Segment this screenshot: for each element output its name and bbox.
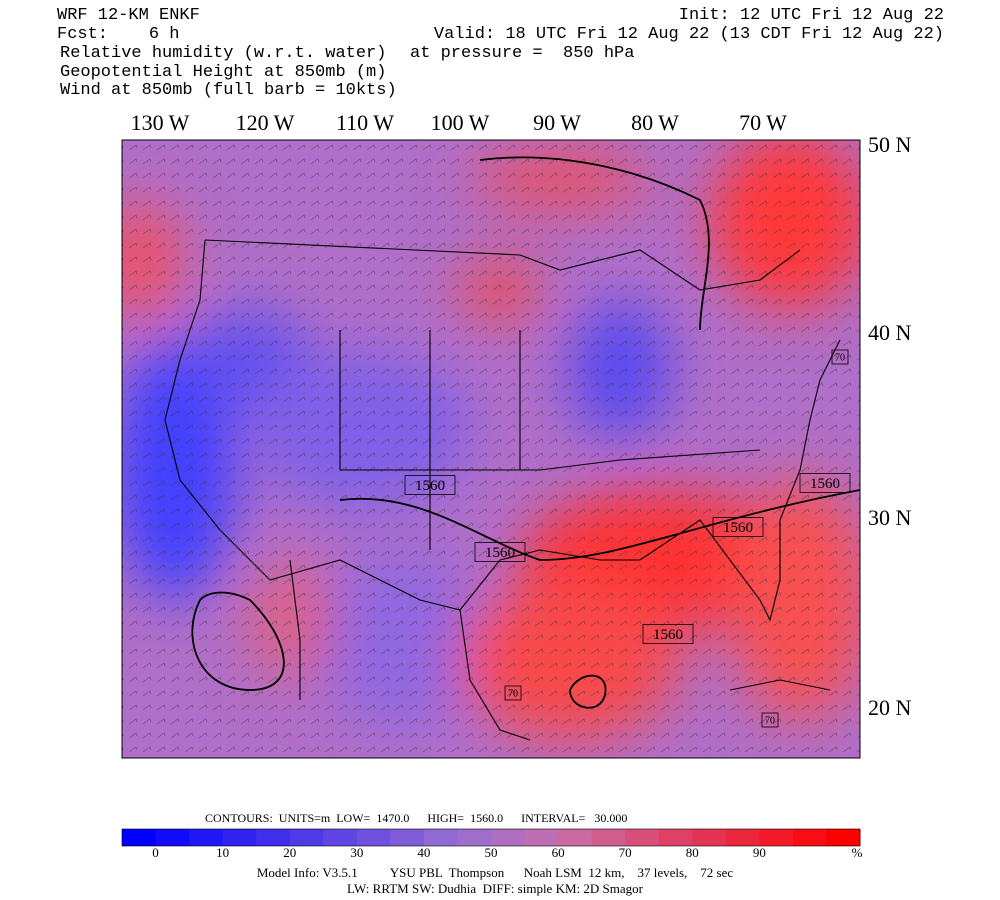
contour-label-box	[712, 517, 764, 537]
colorbar-segment	[457, 829, 492, 846]
colorbar-segment	[155, 829, 190, 846]
colorbar-label: %	[852, 845, 863, 860]
model-info-line: Model Info: V3.5.1 YSU PBL Thompson Noah…	[257, 865, 734, 880]
contour-label-box	[799, 473, 851, 493]
longitude-label: 70 W	[739, 110, 787, 135]
longitude-label: 130 W	[131, 110, 190, 135]
header-left-line: Wind at 850mb (full barb = 10kts)	[60, 81, 397, 100]
humidity-field	[122, 140, 860, 758]
colorbar-segment	[524, 829, 559, 846]
contour-label-box	[504, 685, 522, 701]
latitude-label: 30 N	[868, 505, 912, 530]
colorbar-segment	[423, 829, 458, 846]
contours-info: CONTOURS: UNITS=m LOW= 1470.0 HIGH= 1560…	[205, 811, 627, 825]
contour-label: 70	[765, 715, 775, 726]
colorbar-segment	[625, 829, 660, 846]
contour-label: 1560	[415, 478, 445, 494]
colorbar-label: 70	[619, 845, 632, 860]
latitude-label: 20 N	[868, 695, 912, 720]
latitude-label: 40 N	[868, 320, 912, 345]
colorbar-segment	[256, 829, 291, 846]
longitude-label: 100 W	[431, 110, 490, 135]
contour-label-box	[642, 624, 694, 644]
colorbar-label: 50	[485, 845, 498, 860]
contour-label: 70	[835, 352, 845, 363]
colorbar-segment	[122, 829, 157, 846]
header-left-line: Geopotential Height at 850mb (m)	[60, 63, 386, 82]
contour-label: 1560	[653, 627, 683, 643]
colorbar-segment	[491, 829, 526, 846]
longitude-label: 90 W	[533, 110, 581, 135]
colorbar-segment	[725, 829, 760, 846]
latitude-label: 50 N	[868, 132, 912, 157]
contour-label: 70	[508, 688, 518, 699]
colorbar-label: 20	[283, 845, 296, 860]
colorbar-label: 10	[216, 845, 229, 860]
longitude-label: 80 W	[631, 110, 679, 135]
contour-label: 1560	[810, 476, 840, 492]
colorbar-label: 90	[753, 845, 766, 860]
colorbar-segment	[390, 829, 425, 846]
colorbar-label: 60	[552, 845, 565, 860]
header-right-line: Init: 12 UTC Fri 12 Aug 22	[679, 6, 944, 25]
header-left-line: Fcst: 6 h	[57, 25, 179, 44]
colorbar-segment	[591, 829, 626, 846]
colorbar-segment	[222, 829, 257, 846]
contour-label-box	[474, 542, 526, 562]
longitude-label: 120 W	[236, 110, 295, 135]
header-right-line: Valid: 18 UTC Fri 12 Aug 22 (13 CDT Fri …	[434, 25, 944, 44]
colorbar-segment	[826, 829, 861, 846]
contour-label-box	[404, 475, 456, 495]
colorbar-segment	[692, 829, 727, 846]
colorbar-segment	[792, 829, 827, 846]
colorbar-segment	[356, 829, 391, 846]
contour-label-box	[831, 349, 849, 365]
contour-label-box	[761, 712, 779, 728]
colorbar-segment	[658, 829, 693, 846]
model-info-line: LW: RRTM SW: Dudhia DIFF: simple KM: 2D …	[347, 881, 644, 896]
colorbar-segment	[323, 829, 358, 846]
map-frame	[121, 139, 861, 759]
colorbar-frame	[121, 828, 861, 847]
longitude-label: 110 W	[336, 110, 394, 135]
header-left-line: WRF 12-KM ENKF	[57, 6, 200, 25]
colorbar-label: 40	[417, 845, 430, 860]
contour-label: 1560	[485, 545, 515, 561]
colorbar-segment	[289, 829, 324, 846]
header-left-line: Relative humidity (w.r.t. water)	[60, 44, 386, 63]
contour-label: 1560	[723, 520, 753, 536]
colorbar-label: 0	[152, 845, 159, 860]
colorbar-segment	[759, 829, 794, 846]
colorbar-segment	[558, 829, 593, 846]
colorbar-label: 30	[350, 845, 363, 860]
colorbar-label: 80	[686, 845, 699, 860]
colorbar-segment	[189, 829, 224, 846]
header-right-line: at pressure = 850 hPa	[410, 44, 634, 63]
